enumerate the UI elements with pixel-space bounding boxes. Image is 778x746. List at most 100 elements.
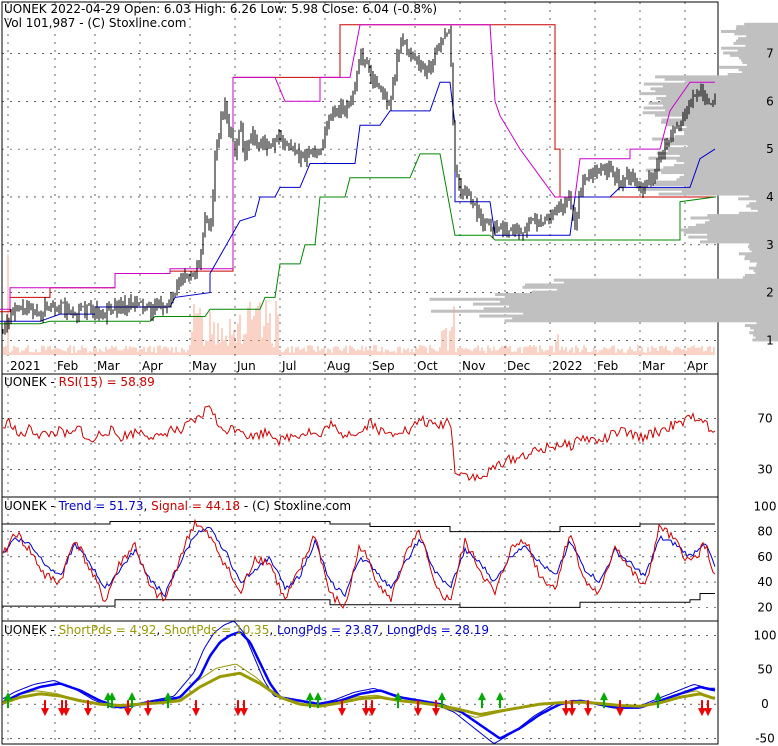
profile-bar [707, 238, 778, 241]
profile-bar [745, 44, 778, 48]
sell-arrow-icon [240, 708, 248, 717]
profile-bar [650, 87, 778, 91]
profile-bar [563, 281, 778, 285]
profile-bar [655, 89, 778, 93]
profile-bar [756, 321, 778, 325]
volume-bars [3, 254, 715, 355]
trend-header: UONEK - Trend = 51.73, Signal = 44.18 - … [4, 499, 351, 513]
sell-arrow-icon [62, 708, 70, 717]
profile-bar [504, 295, 778, 299]
sell-arrow-icon [192, 708, 200, 717]
profile-bar [738, 211, 778, 215]
profile-bar [723, 51, 778, 55]
profile-bar [522, 312, 778, 316]
price-x-tick-4: May [192, 359, 217, 373]
profile-bar [748, 245, 778, 249]
profile-bar [736, 25, 778, 29]
profile-bar [733, 41, 778, 45]
profile-bar [494, 293, 778, 296]
price-x-tick-12: 2022 [552, 359, 583, 373]
profile-bar [742, 276, 778, 280]
profile-bar [431, 309, 778, 313]
trend-y-tick-2: 60 [757, 550, 772, 564]
profile-bar [719, 65, 778, 69]
pds-label-1: ShortPds = 10.35 [164, 623, 269, 637]
buy-arrow-icon [314, 692, 322, 701]
profile-bar [676, 178, 778, 182]
volume-profile [429, 22, 778, 342]
profile-bar [504, 319, 778, 323]
profile-bar [755, 336, 778, 340]
price-y-tick-2: 3 [766, 238, 774, 252]
profile-bar [750, 206, 778, 210]
rsi-series [2, 405, 716, 482]
profile-bar [688, 226, 778, 230]
rsi-title-prefix: UONEK - [4, 375, 59, 389]
buy-arrow-icon [128, 692, 136, 701]
trend-y-tick-1: 80 [757, 525, 772, 539]
price-y-tick-4: 5 [766, 142, 774, 156]
profile-bar [738, 197, 778, 201]
trend-title-prefix: UONEK - [4, 499, 59, 513]
profile-bar [681, 190, 778, 194]
trend-y-tick-0: 100 [754, 499, 777, 513]
profile-bar [748, 194, 778, 198]
sell-arrow-icon [414, 708, 422, 717]
profile-bar [483, 307, 778, 311]
profile-bar [745, 254, 778, 258]
profile-bar [524, 283, 778, 287]
profile-bar [735, 27, 778, 31]
profile-bar [744, 257, 778, 261]
sell-arrow-icon [124, 708, 132, 717]
profile-bar [662, 84, 778, 88]
profile-bar [684, 132, 778, 136]
price-x-tick-6: Jul [281, 359, 296, 373]
price-x-tick-3: Apr [142, 359, 163, 373]
sell-arrow-icon [698, 708, 706, 717]
buy-arrow-icon [496, 692, 504, 701]
profile-bar [749, 247, 778, 251]
profile-bar [472, 302, 778, 306]
profile-bar [679, 154, 778, 158]
profile-bar [665, 94, 778, 98]
pds-label-0: ShortPds = 4.92 [59, 623, 157, 637]
profile-bar [660, 99, 778, 103]
rsi-header: UONEK - RSI(15) = 58.89 [4, 375, 155, 389]
price-x-tick-9: Oct [417, 359, 438, 373]
sell-arrow-icon [84, 708, 92, 717]
profile-bar [656, 151, 778, 155]
profile-bar [684, 161, 778, 165]
profile-bar [683, 230, 778, 234]
buy-arrow-icon [108, 692, 116, 701]
profile-bar [737, 49, 778, 53]
band-upper [2, 521, 715, 533]
profile-bar [735, 39, 778, 43]
profile-bar [664, 77, 778, 81]
profile-bar [751, 249, 778, 253]
profile-bar [741, 58, 778, 62]
buy-arrow-icon [600, 692, 608, 701]
profile-bar [738, 37, 778, 41]
profile-bar [499, 300, 778, 304]
profile-bar [664, 147, 778, 151]
profile-bar [688, 235, 778, 239]
profile-bar [652, 183, 778, 186]
profile-bar [741, 70, 778, 74]
profile-bar [756, 199, 778, 203]
buy-arrow-icon [438, 692, 446, 701]
profile-bar [738, 252, 778, 256]
profile-bar [531, 290, 778, 294]
profile-bar [690, 216, 778, 220]
price-x-tick-7: Aug [327, 359, 350, 373]
price-y-tick-0: 1 [766, 333, 774, 347]
profile-bar [749, 259, 778, 263]
profile-bar [648, 156, 778, 160]
rsi-y-tick-1: 30 [757, 462, 772, 476]
profile-bar [749, 202, 778, 206]
price-x-tick-11: Dec [507, 359, 530, 373]
price-y-tick-6: 7 [766, 46, 774, 60]
trend-y-tick-4: 20 [757, 600, 772, 614]
profile-bar [746, 34, 778, 38]
profile-bar [707, 214, 778, 218]
